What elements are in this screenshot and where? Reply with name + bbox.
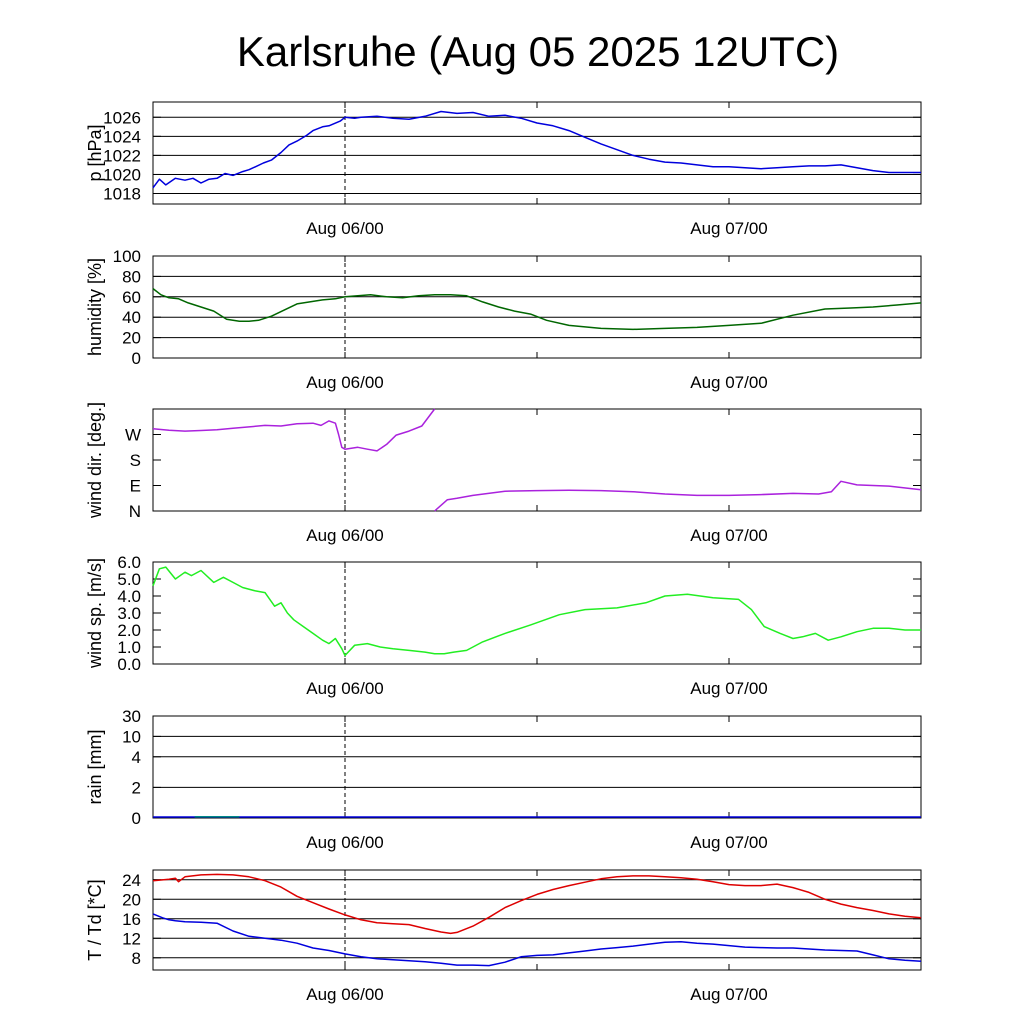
wind-direction-series-line bbox=[434, 480, 922, 512]
humidity-y-axis-label: humidity [%] bbox=[85, 258, 105, 356]
wind-speed-plot-frame bbox=[152, 561, 922, 665]
humidity-y-tick-label: 60 bbox=[122, 288, 141, 307]
wind-speed-series-line bbox=[152, 566, 921, 657]
temperature-x-tick-label: Aug 07/00 bbox=[690, 985, 768, 1004]
temperature-y-axis-label: T / Td [*C] bbox=[85, 879, 105, 960]
temperature-y-tick-label: 24 bbox=[122, 871, 141, 890]
wind-direction-x-tick-label: Aug 06/00 bbox=[306, 526, 384, 545]
humidity-series-line bbox=[152, 288, 922, 331]
wind-speed-x-tick-label: Aug 06/00 bbox=[306, 679, 384, 698]
rain-y-axis-label: rain [mm] bbox=[85, 729, 105, 804]
wind-speed-y-tick-label: 2.0 bbox=[117, 621, 141, 640]
humidity-x-tick-label: Aug 06/00 bbox=[306, 373, 384, 392]
wind-direction-y-tick-label: S bbox=[130, 451, 141, 470]
rain-y-tick-label: 10 bbox=[122, 727, 141, 746]
temperature-y-tick-label: 8 bbox=[132, 949, 141, 968]
panel-wind-speed: 0.01.02.03.04.05.06.0 Aug 06/00 Aug 07/00 w… bbox=[85, 553, 922, 698]
pressure-y-tick-label: 1024 bbox=[103, 127, 141, 146]
humidity-plot-frame bbox=[152, 255, 922, 359]
humidity-x-tick-label: Aug 07/00 bbox=[690, 373, 768, 392]
wind-speed-y-tick-label: 3.0 bbox=[117, 604, 141, 623]
wind-direction-y-tick-label: E bbox=[130, 477, 141, 496]
rain-plot-frame bbox=[152, 715, 922, 819]
temperature-series-line bbox=[152, 873, 922, 935]
chart-title: Karlsruhe (Aug 05 2025 12UTC) bbox=[237, 28, 839, 75]
wind-speed-x-tick-label: Aug 07/00 bbox=[690, 679, 768, 698]
rain-x-tick-label: Aug 07/00 bbox=[690, 833, 768, 852]
wind-direction-x-tick-label: Aug 07/00 bbox=[690, 526, 768, 545]
temperature-y-tick-label: 16 bbox=[122, 910, 141, 929]
pressure-x-tick-label: Aug 07/00 bbox=[690, 219, 768, 238]
temperature-y-tick-label: 12 bbox=[122, 929, 141, 948]
wind-speed-y-tick-label: 5.0 bbox=[117, 570, 141, 589]
temperature-series-line bbox=[152, 913, 922, 967]
pressure-y-tick-label: 1020 bbox=[103, 165, 141, 184]
wind-speed-y-tick-label: 1.0 bbox=[117, 638, 141, 657]
wind-speed-y-tick-label: 6.0 bbox=[117, 553, 141, 572]
wind-direction-plot-frame bbox=[152, 408, 922, 512]
pressure-y-tick-label: 1026 bbox=[103, 108, 141, 127]
pressure-y-tick-label: 1022 bbox=[103, 146, 141, 165]
pressure-x-tick-label: Aug 06/00 bbox=[306, 219, 384, 238]
wind-speed-y-axis-label: wind sp. [m/s] bbox=[85, 558, 105, 669]
rain-x-tick-label: Aug 06/00 bbox=[306, 833, 384, 852]
rain-y-tick-label: 0 bbox=[132, 809, 141, 828]
temperature-x-tick-label: Aug 06/00 bbox=[306, 985, 384, 1004]
wind-speed-y-tick-label: 4.0 bbox=[117, 587, 141, 606]
pressure-series-line bbox=[152, 110, 921, 189]
temperature-y-tick-label: 20 bbox=[122, 890, 141, 909]
wind-direction-y-tick-label: W bbox=[125, 426, 141, 445]
wind-direction-y-axis-label: wind dir. [deg.] bbox=[85, 402, 105, 519]
wind-speed-y-tick-label: 0.0 bbox=[117, 655, 141, 674]
wind-direction-y-tick-label: N bbox=[129, 502, 141, 521]
humidity-y-tick-label: 100 bbox=[113, 247, 141, 266]
humidity-y-tick-label: 80 bbox=[122, 267, 141, 286]
pressure-y-tick-label: 1018 bbox=[103, 185, 141, 204]
humidity-y-tick-label: 40 bbox=[122, 308, 141, 327]
wind-direction-series-line bbox=[152, 408, 436, 452]
rain-y-tick-label: 30 bbox=[122, 707, 141, 726]
humidity-y-tick-label: 20 bbox=[122, 329, 141, 348]
humidity-y-tick-label: 0 bbox=[132, 349, 141, 368]
rain-y-tick-label: 4 bbox=[132, 748, 141, 767]
pressure-y-axis-label: p [hPa] bbox=[85, 124, 105, 181]
rain-y-tick-label: 2 bbox=[132, 778, 141, 797]
